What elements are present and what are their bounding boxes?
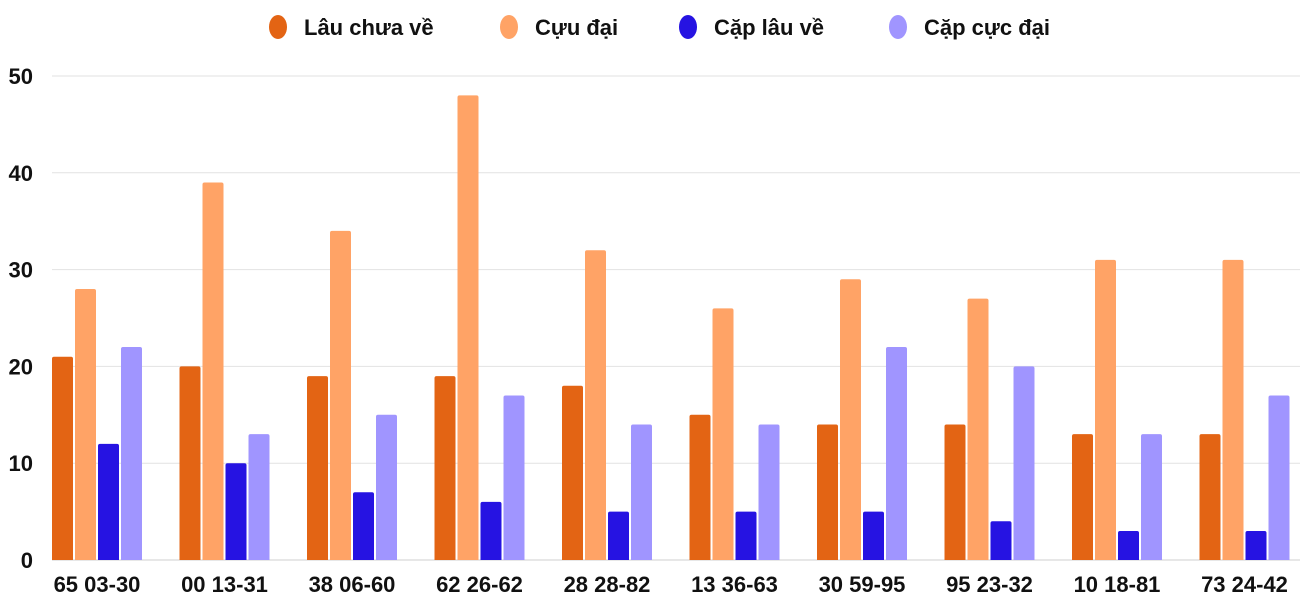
- bar: [248, 434, 270, 560]
- x-tick-label: 95 23-32: [946, 572, 1033, 597]
- bar: [434, 376, 456, 560]
- bar: [1245, 530, 1267, 560]
- bar: [503, 395, 525, 560]
- bar: [179, 366, 201, 560]
- bar: [608, 511, 629, 560]
- x-tick-label: 13 36-63: [691, 572, 778, 597]
- bar: [1095, 259, 1116, 560]
- legend-marker: [500, 15, 518, 39]
- bar: [840, 279, 861, 560]
- bar: [758, 424, 780, 560]
- bar: [817, 424, 838, 560]
- bar: [886, 347, 907, 560]
- bar: [735, 511, 757, 560]
- bar: [689, 414, 711, 560]
- legend-item: Cặp lâu về: [679, 15, 824, 40]
- bar: [944, 424, 966, 560]
- bar: [1268, 395, 1290, 560]
- legend-item: Lâu chưa về: [269, 15, 434, 40]
- bar: [863, 511, 884, 560]
- legend-marker: [889, 15, 907, 39]
- bars: [52, 95, 1290, 561]
- y-tick-label: 0: [21, 548, 33, 573]
- y-tick-label: 20: [9, 354, 33, 379]
- legend-label: Cặp cực đại: [924, 15, 1050, 40]
- legend-label: Cặp lâu về: [714, 15, 824, 40]
- y-tick-label: 10: [9, 451, 33, 476]
- x-tick-label: 62 26-62: [436, 572, 523, 597]
- bar: [225, 463, 247, 560]
- bar: [330, 230, 351, 560]
- bar: [562, 385, 583, 560]
- x-axis-ticks: 65 03-30 00 13-31 38 06-60 62 26-62 28 28-82…: [54, 572, 1288, 597]
- bar: [1118, 530, 1139, 560]
- x-tick-label: 28 28-82: [564, 572, 651, 597]
- bar: [121, 347, 142, 560]
- bar: [1199, 434, 1221, 560]
- legend-label: Cựu đại: [535, 15, 618, 40]
- bar: [967, 298, 989, 560]
- bar: [631, 424, 652, 560]
- legend-label: Lâu chưa về: [304, 15, 434, 40]
- x-tick-label: 30 59-95: [819, 572, 906, 597]
- legend-item: Cựu đại: [500, 15, 618, 40]
- y-tick-label: 30: [9, 258, 33, 283]
- legend: Lâu chưa về Cựu đại Cặp lâu về Cặp cực đại: [269, 15, 1050, 40]
- bar: [202, 182, 224, 561]
- bar: [1013, 366, 1035, 560]
- bar: [1072, 434, 1093, 560]
- bar: [585, 250, 606, 561]
- y-tick-label: 50: [9, 64, 33, 89]
- bar: [480, 501, 502, 560]
- x-tick-label: 00 13-31: [181, 572, 268, 597]
- bar: [1141, 434, 1162, 560]
- x-tick-label: 73 24-42: [1201, 572, 1288, 597]
- bar: [98, 443, 119, 560]
- bar: [75, 288, 96, 560]
- bar: [307, 376, 328, 560]
- bar: [52, 356, 73, 560]
- bar: [457, 95, 479, 561]
- x-tick-label: 10 18-81: [1074, 572, 1161, 597]
- legend-marker: [679, 15, 697, 39]
- bar: [712, 308, 734, 560]
- y-tick-label: 40: [9, 161, 33, 186]
- legend-marker: [269, 15, 287, 39]
- bar: [353, 492, 374, 560]
- bar: [1222, 259, 1244, 560]
- legend-item: Cặp cực đại: [889, 15, 1050, 40]
- bar: [376, 414, 397, 560]
- y-axis-ticks: 0 10 20 30 40 50: [9, 64, 33, 573]
- bar: [990, 521, 1012, 560]
- x-tick-label: 65 03-30: [54, 572, 141, 597]
- x-tick-label: 38 06-60: [309, 572, 396, 597]
